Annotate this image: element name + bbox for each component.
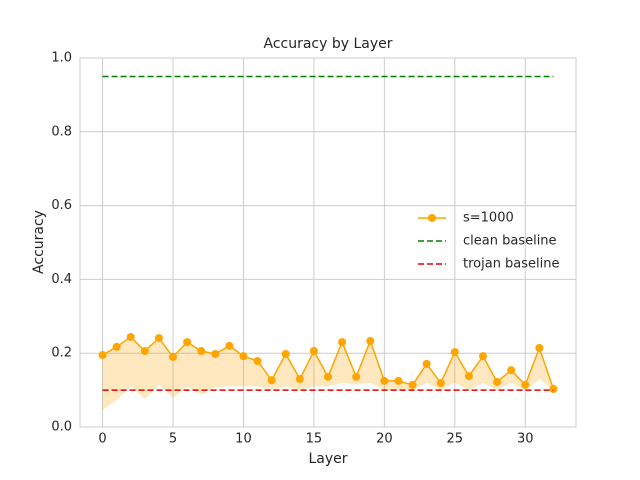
marker	[352, 372, 361, 381]
y-tick-label: 0.0	[51, 420, 72, 435]
y-tick-label: 0.4	[51, 272, 72, 287]
marker	[549, 384, 558, 393]
legend-label: s=1000	[463, 211, 514, 226]
marker	[126, 332, 135, 341]
y-tick-label: 1.0	[51, 51, 72, 66]
chart-title: Accuracy by Layer	[263, 36, 392, 52]
x-tick-label: 20	[376, 432, 393, 447]
marker	[169, 352, 177, 361]
marker	[197, 346, 206, 355]
marker	[211, 349, 220, 358]
marker	[535, 344, 544, 353]
x-axis-label: Layer	[308, 451, 347, 467]
marker	[112, 342, 121, 351]
marker	[366, 337, 375, 346]
x-tick-label: 30	[517, 432, 534, 447]
legend-marker	[428, 214, 436, 222]
marker	[380, 376, 389, 385]
marker	[338, 338, 347, 347]
marker	[507, 366, 516, 375]
y-tick-label: 0.2	[51, 346, 72, 361]
marker	[239, 352, 248, 361]
y-tick-label: 0.8	[51, 124, 72, 139]
legend-label: trojan baseline	[463, 257, 560, 272]
marker	[281, 349, 290, 358]
marker	[493, 377, 502, 386]
marker	[450, 348, 459, 357]
x-tick-label: 15	[306, 432, 323, 447]
y-axis-label: Accuracy	[31, 210, 47, 274]
marker	[154, 334, 163, 343]
marker	[422, 359, 431, 368]
marker	[140, 346, 149, 355]
x-tick-label: 0	[98, 432, 106, 447]
marker	[267, 376, 276, 385]
legend-label: clean baseline	[463, 234, 557, 249]
marker	[436, 379, 445, 388]
marker	[225, 341, 234, 350]
x-tick-label: 25	[447, 432, 464, 447]
marker	[324, 372, 332, 381]
marker	[464, 372, 473, 381]
marker	[253, 356, 262, 365]
x-tick-label: 5	[169, 432, 177, 447]
plot-frame	[79, 57, 577, 428]
marker	[394, 376, 403, 385]
x-tick-label: 10	[235, 432, 252, 447]
marker	[408, 380, 417, 389]
marker	[295, 375, 304, 384]
y-tick-label: 0.6	[51, 198, 72, 213]
marker	[183, 338, 192, 347]
marker	[521, 380, 530, 389]
marker	[479, 352, 487, 361]
marker	[98, 351, 107, 360]
marker	[309, 346, 318, 355]
